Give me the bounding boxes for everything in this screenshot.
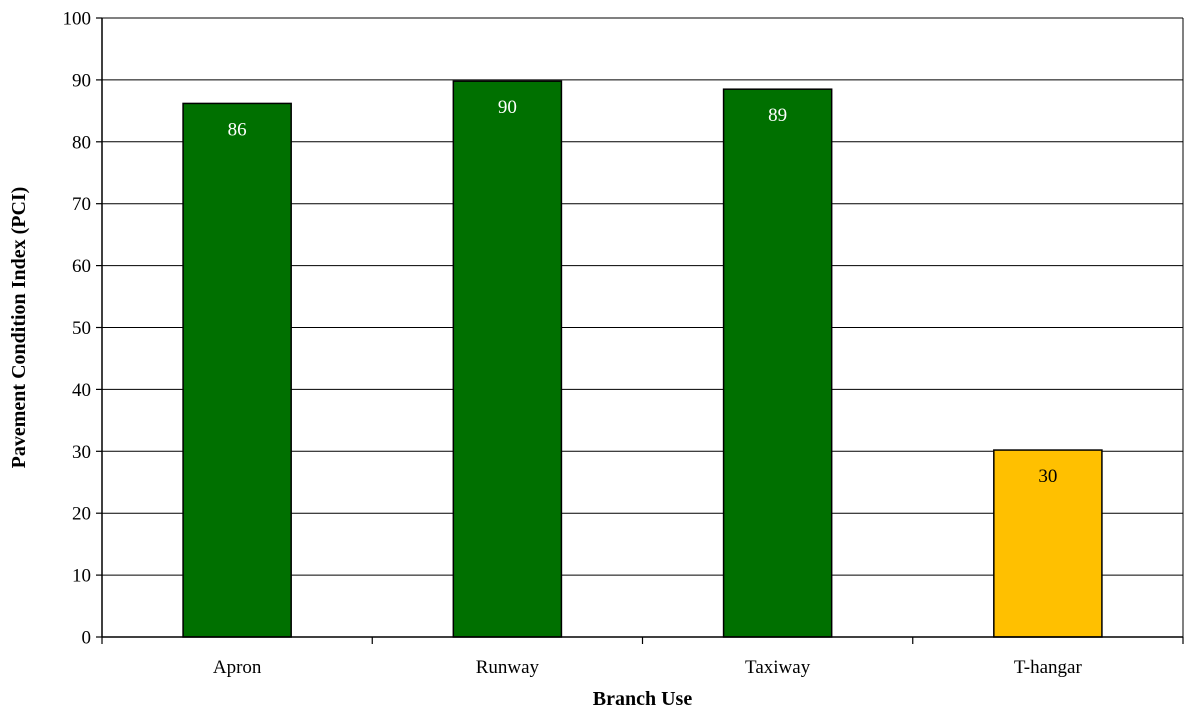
data-label-taxiway: 89 bbox=[768, 105, 787, 126]
y-tick-label-10: 10 bbox=[72, 566, 91, 587]
y-tick-label-100: 100 bbox=[63, 9, 92, 30]
y-axis-title: Pavement Condition Index (PCI) bbox=[8, 187, 30, 469]
data-label-apron: 86 bbox=[228, 119, 247, 140]
bar-apron bbox=[182, 102, 292, 638]
x-tick-label-t-hangar: T-hangar bbox=[1014, 657, 1083, 678]
y-tick-label-60: 60 bbox=[72, 256, 91, 277]
bar-taxiway bbox=[722, 88, 833, 638]
y-tick-label-70: 70 bbox=[72, 194, 91, 215]
bar-data-labels: 86 90 89 30 bbox=[228, 97, 1058, 487]
y-tick-label-30: 30 bbox=[72, 442, 91, 463]
y-tick-label-20: 20 bbox=[72, 504, 91, 525]
bar-runway bbox=[452, 80, 563, 638]
y-tick-label-0: 0 bbox=[82, 628, 92, 649]
data-label-runway: 90 bbox=[498, 97, 517, 118]
bar-t-hangar bbox=[993, 449, 1103, 638]
y-tick-label-40: 40 bbox=[72, 380, 91, 401]
x-axis-ticks: Apron Runway Taxiway T-hangar bbox=[101, 637, 1184, 678]
y-tick-label-50: 50 bbox=[72, 318, 91, 339]
x-tick-label-runway: Runway bbox=[476, 657, 540, 678]
x-tick-label-apron: Apron bbox=[213, 657, 262, 678]
x-tick-label-taxiway: Taxiway bbox=[745, 657, 811, 678]
y-tick-label-80: 80 bbox=[72, 132, 91, 153]
x-axis-title: Branch Use bbox=[593, 688, 693, 710]
data-label-t-hangar: 30 bbox=[1038, 466, 1057, 487]
y-tick-label-90: 90 bbox=[72, 70, 91, 91]
bars bbox=[182, 80, 1103, 638]
y-axis-ticks: 0 10 20 30 40 50 60 70 80 90 100 bbox=[63, 9, 102, 649]
